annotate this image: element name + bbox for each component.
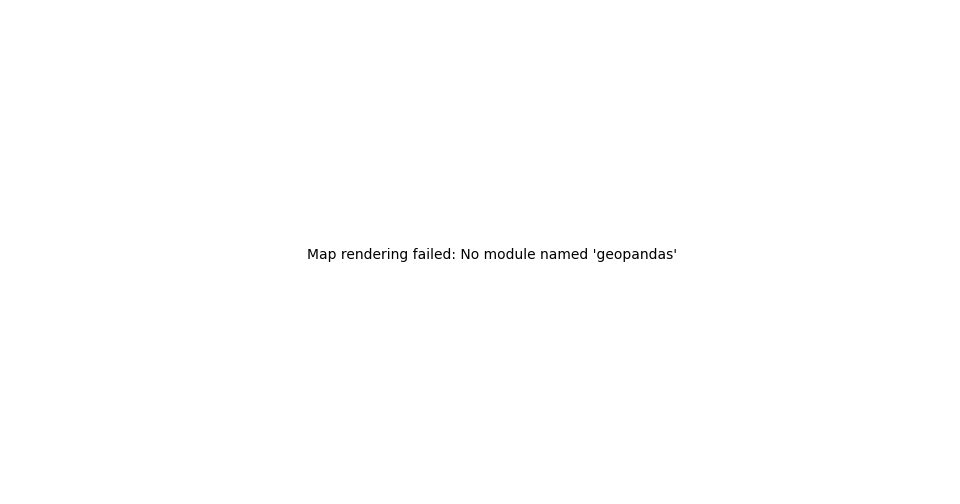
Text: Map rendering failed: No module named 'geopandas': Map rendering failed: No module named 'g… [307,247,677,262]
